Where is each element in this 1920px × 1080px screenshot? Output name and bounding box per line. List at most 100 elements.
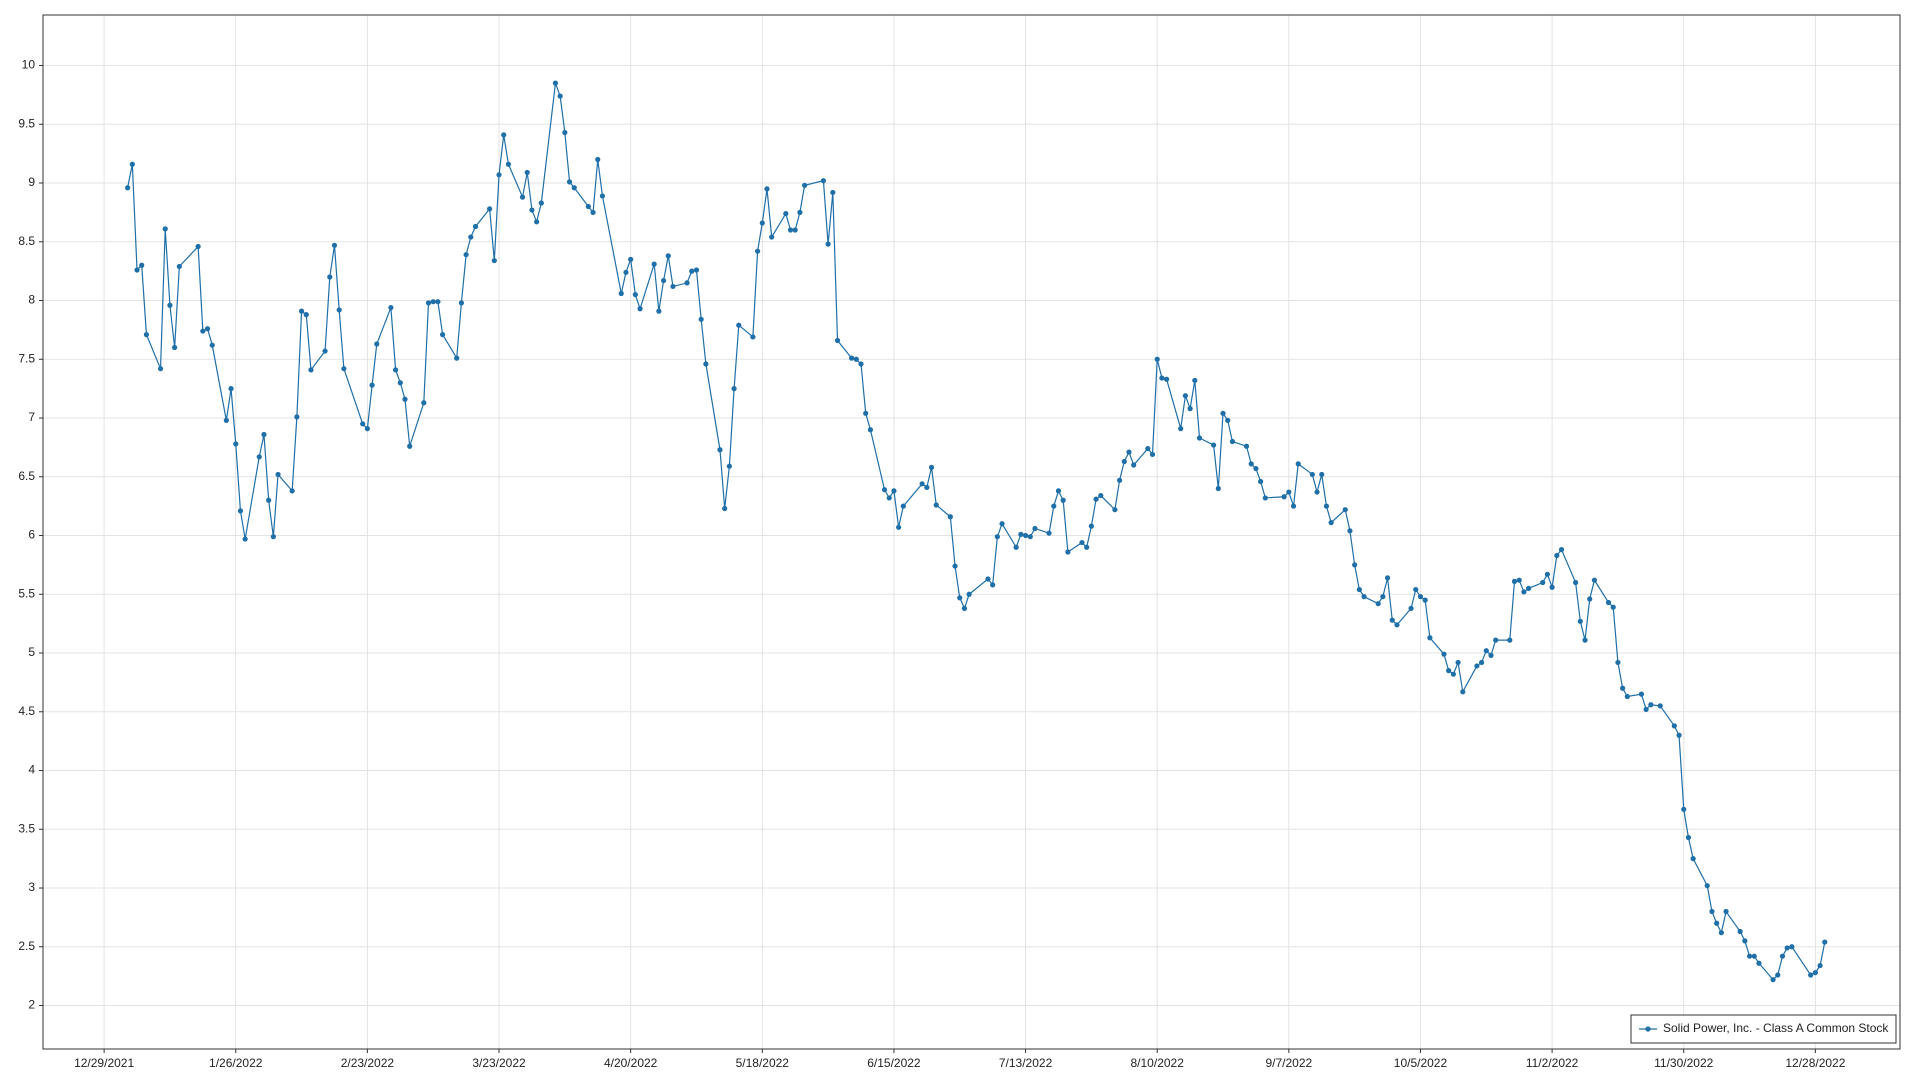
- data-point: [336, 307, 342, 313]
- y-tick-label: 9.5: [18, 116, 35, 130]
- data-point: [557, 93, 563, 99]
- y-tick-label: 9: [28, 175, 35, 189]
- data-point: [618, 290, 624, 297]
- data-point: [529, 207, 535, 213]
- data-point: [487, 206, 493, 212]
- data-point: [157, 366, 164, 372]
- data-point: [223, 417, 229, 423]
- data-point: [341, 366, 347, 372]
- data-point: [750, 334, 756, 340]
- data-point: [209, 342, 215, 348]
- data-point: [623, 269, 629, 275]
- data-point: [1483, 648, 1489, 654]
- y-tick-label: 2.5: [18, 939, 35, 953]
- data-point: [1248, 461, 1254, 467]
- data-point: [1323, 503, 1330, 509]
- data-point: [1131, 462, 1137, 468]
- data-point: [1182, 393, 1189, 399]
- data-point: [562, 129, 568, 136]
- data-point: [1784, 945, 1790, 951]
- data-point: [628, 256, 634, 262]
- data-point: [501, 132, 507, 138]
- data-point: [139, 262, 145, 268]
- data-point: [172, 344, 178, 351]
- data-point: [1709, 908, 1715, 915]
- data-point: [896, 524, 902, 530]
- y-tick-label: 3.5: [18, 821, 35, 835]
- data-point: [1319, 471, 1325, 478]
- data-point: [656, 308, 662, 314]
- data-point: [1159, 375, 1165, 381]
- data-point: [665, 253, 671, 259]
- data-point: [1812, 970, 1818, 976]
- data-point: [731, 386, 737, 392]
- data-point: [787, 227, 794, 233]
- data-point: [374, 341, 380, 347]
- data-point: [270, 534, 276, 540]
- data-point: [468, 234, 474, 240]
- data-point: [534, 219, 540, 225]
- data-point: [430, 299, 436, 305]
- data-point: [797, 209, 803, 215]
- data-point: [176, 263, 182, 270]
- data-point: [425, 300, 432, 306]
- data-point: [689, 268, 695, 274]
- data-point: [754, 248, 761, 254]
- data-point: [1544, 571, 1551, 577]
- data-point: [275, 471, 281, 478]
- data-point: [440, 332, 446, 338]
- data-point: [759, 220, 765, 226]
- x-tick-label: 3/23/2022: [472, 1056, 526, 1070]
- data-point: [632, 292, 638, 298]
- data-point: [1112, 507, 1118, 513]
- data-point: [407, 443, 413, 449]
- data-point: [327, 274, 333, 280]
- data-point: [1516, 577, 1522, 583]
- data-point: [228, 386, 234, 392]
- data-point: [261, 431, 267, 438]
- data-point: [392, 367, 399, 373]
- data-point: [1746, 953, 1753, 959]
- data-point: [1422, 597, 1428, 603]
- x-tick-label: 5/18/2022: [736, 1056, 790, 1070]
- data-point: [496, 172, 502, 178]
- data-point: [933, 502, 939, 508]
- data-point: [924, 484, 930, 490]
- data-point: [651, 261, 657, 267]
- y-tick-label: 2: [28, 998, 35, 1012]
- data-point: [1389, 617, 1395, 623]
- data-point: [1408, 605, 1414, 611]
- data-point: [900, 503, 906, 509]
- data-point: [1723, 908, 1729, 915]
- data-point: [1243, 443, 1250, 449]
- data-point: [1342, 507, 1348, 513]
- data-point: [1154, 356, 1160, 362]
- data-point: [519, 194, 526, 200]
- data-point: [1704, 883, 1710, 889]
- data-point: [1605, 599, 1612, 606]
- data-point: [1507, 637, 1513, 643]
- data-point: [388, 304, 394, 311]
- data-point: [1192, 377, 1198, 384]
- data-point: [1779, 953, 1786, 959]
- data-point: [783, 210, 789, 217]
- data-point: [957, 595, 963, 601]
- legend-marker: [1645, 1026, 1651, 1032]
- data-point: [1027, 534, 1033, 540]
- data-point: [1751, 953, 1757, 959]
- data-point: [294, 414, 300, 420]
- data-point: [961, 605, 968, 611]
- data-point: [849, 355, 855, 361]
- data-point: [331, 242, 338, 248]
- data-point: [1817, 962, 1823, 969]
- data-point: [1394, 622, 1400, 628]
- data-point: [1770, 977, 1776, 983]
- legend-label: Solid Power, Inc. - Class A Common Stock: [1663, 1021, 1889, 1035]
- data-point: [1582, 637, 1588, 643]
- x-tick-label: 11/2/2022: [1526, 1056, 1579, 1070]
- data-point: [242, 536, 248, 542]
- data-point: [1718, 930, 1724, 936]
- data-point: [834, 337, 841, 344]
- y-tick-label: 7.5: [18, 351, 35, 365]
